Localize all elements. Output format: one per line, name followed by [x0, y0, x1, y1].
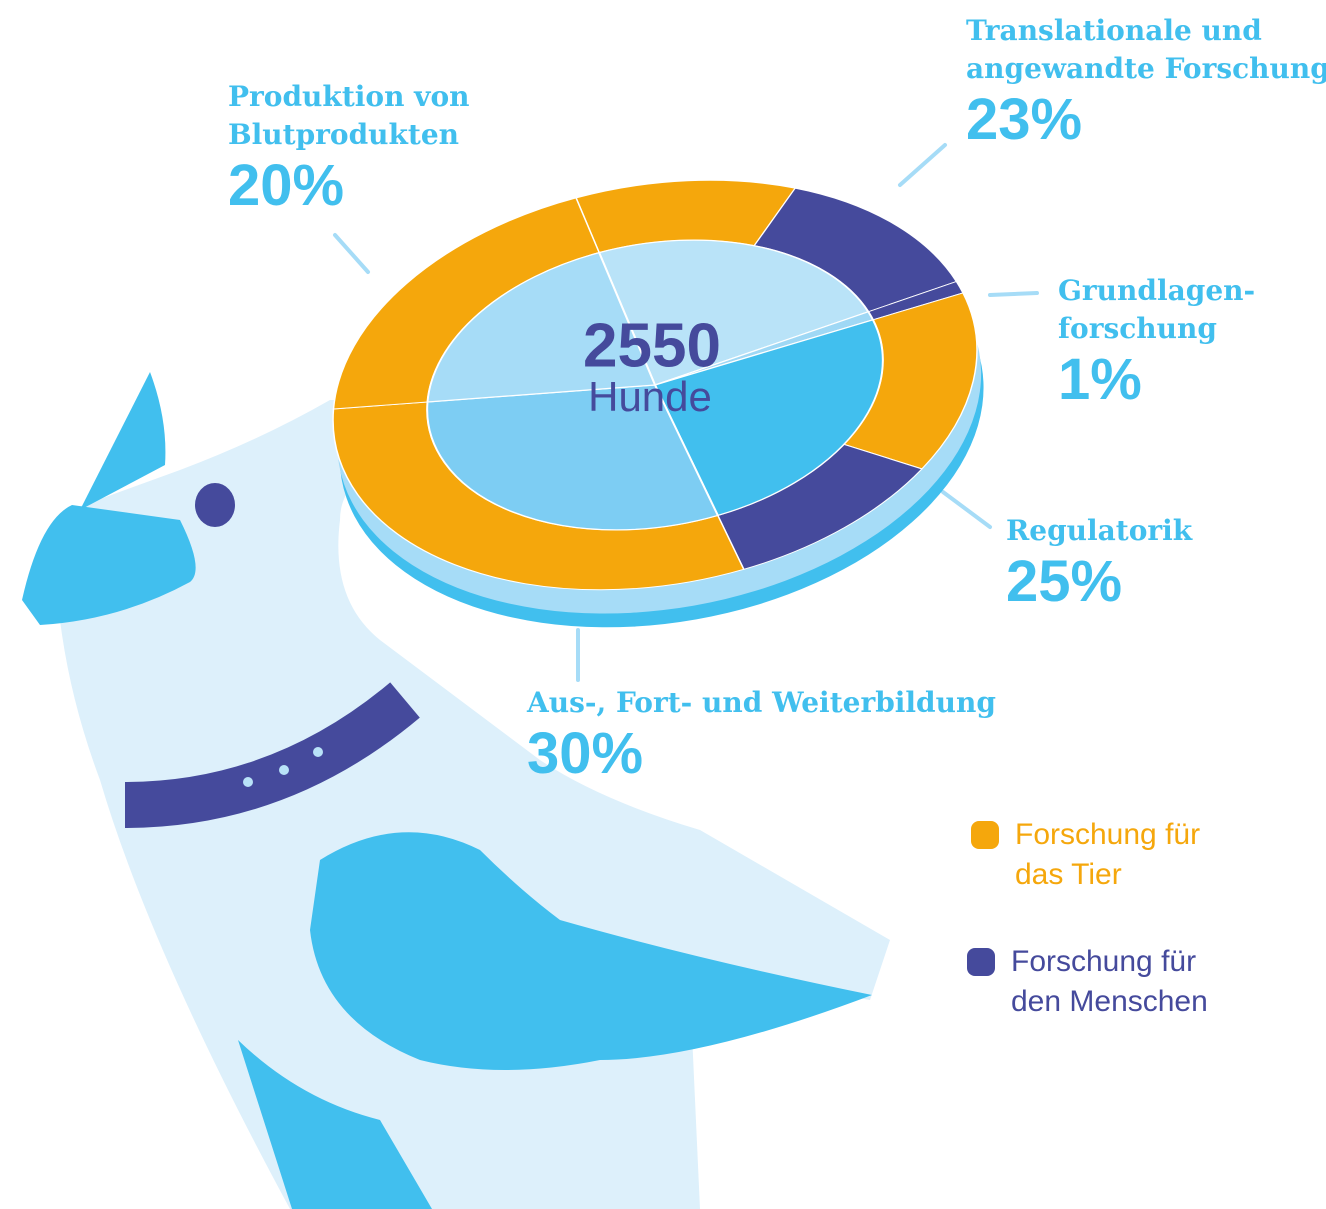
legend-swatch: [971, 821, 999, 849]
value-label: 23%: [966, 88, 1326, 152]
legend-label: Forschung für das Tier: [1015, 818, 1200, 891]
legend-entry: Forschung für das Tier: [1015, 815, 1235, 895]
legend-swatch: [967, 948, 995, 976]
category-name: Grundlagen-forschung: [1058, 272, 1238, 348]
legend-label: Forschung für den Menschen: [1011, 945, 1208, 1018]
value-label: 1%: [1058, 348, 1238, 412]
category-name: Translationale und angewandte Forschung: [966, 12, 1326, 88]
page: 2550 Hunde Translationale und angewandte…: [0, 0, 1326, 1209]
category-name: Regulatorik: [1006, 512, 1266, 550]
center-value: 2550: [583, 311, 721, 380]
value-label: 30%: [527, 722, 1047, 786]
center-label: Hunde: [588, 373, 712, 420]
legend-entry: Forschung für den Menschen: [1011, 942, 1231, 1022]
category-name: Produktion von Blutprodukten: [228, 78, 548, 154]
value-label: 25%: [1006, 550, 1266, 614]
dog-eye: [195, 483, 235, 527]
value-label: 20%: [228, 154, 548, 218]
category-name: Aus-, Fort- und Weiterbildung: [527, 684, 1047, 722]
